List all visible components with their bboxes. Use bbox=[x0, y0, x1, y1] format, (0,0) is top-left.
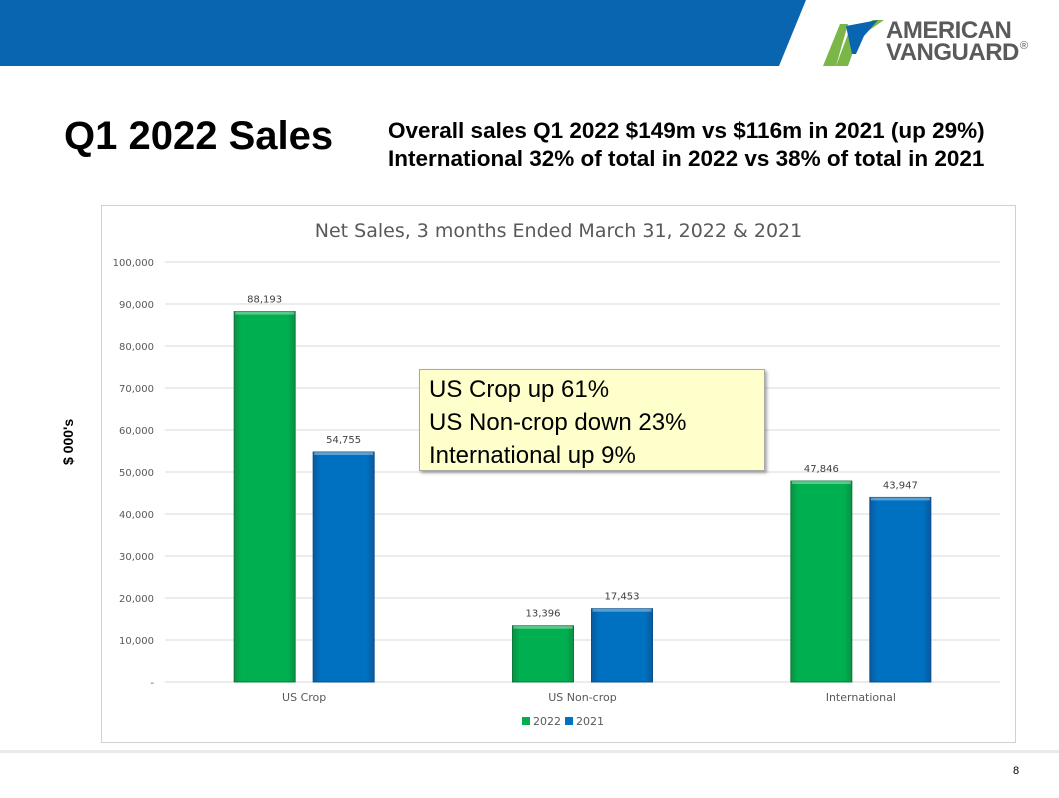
data-label: 13,396 bbox=[526, 609, 561, 620]
y-tick-label: 20,000 bbox=[119, 594, 154, 605]
bar-bevel bbox=[592, 608, 652, 612]
bar-2021-2 bbox=[869, 496, 932, 683]
bar-bevel bbox=[791, 481, 851, 485]
bar-2022-1 bbox=[512, 625, 574, 683]
american-vanguard-logo bbox=[823, 20, 884, 66]
callout-line-us-crop: US Crop up 61% bbox=[429, 376, 610, 403]
legend-label-2021: 2021 bbox=[576, 715, 604, 728]
bar-2022-0 bbox=[233, 311, 296, 683]
y-tick-label: 100,000 bbox=[113, 258, 154, 269]
y-tick-label: - bbox=[150, 678, 154, 689]
legend-swatch-2021 bbox=[565, 717, 573, 725]
page-title: Q1 2022 Sales bbox=[64, 114, 334, 158]
data-label: 43,947 bbox=[883, 480, 918, 491]
legend-swatch-2022 bbox=[522, 717, 530, 725]
logo-wordmark: AMERICAN VANGUARD bbox=[886, 17, 1019, 66]
callout-line-us-non-crop: US Non-crop down 23% bbox=[429, 409, 687, 436]
callout-line-international: International up 9% bbox=[429, 442, 636, 469]
data-label: 17,453 bbox=[605, 592, 640, 603]
bar-bevel bbox=[235, 311, 295, 315]
bar-bevel bbox=[513, 625, 573, 629]
data-label: 54,755 bbox=[326, 435, 361, 446]
chart-title: Net Sales, 3 months Ended March 31, 2022… bbox=[314, 220, 803, 242]
bar-2022-2 bbox=[790, 480, 853, 683]
logo-line-american: AMERICAN bbox=[886, 17, 1012, 44]
y-tick-label: 60,000 bbox=[119, 426, 154, 437]
header-banner bbox=[0, 0, 806, 66]
y-axis-title: $ 000's bbox=[60, 418, 76, 465]
legend-label-2022: 2022 bbox=[533, 715, 561, 728]
x-tick-label: US Non-crop bbox=[548, 691, 616, 704]
data-label: 88,193 bbox=[247, 295, 282, 306]
y-tick-label: 10,000 bbox=[119, 636, 154, 647]
callout-box: US Crop up 61% US Non-crop down 23% Inte… bbox=[419, 369, 765, 471]
subtitle-international-share: International 32% of total in 2022 vs 38… bbox=[388, 146, 985, 171]
bar-bevel bbox=[870, 497, 930, 501]
y-tick-label: 90,000 bbox=[119, 300, 154, 311]
bar-2021-1 bbox=[591, 608, 653, 683]
registered-mark: ® bbox=[1020, 40, 1029, 52]
footer-divider bbox=[0, 750, 1059, 753]
bar-2021-0 bbox=[312, 451, 375, 683]
x-tick-label: US Crop bbox=[282, 691, 326, 704]
page-number: 8 bbox=[1013, 765, 1020, 777]
y-tick-label: 80,000 bbox=[119, 342, 154, 353]
y-tick-label: 40,000 bbox=[119, 510, 154, 521]
subtitle-overall-sales: Overall sales Q1 2022 $149m vs $116m in … bbox=[388, 118, 985, 143]
y-tick-label: 50,000 bbox=[119, 468, 154, 479]
bar-bevel bbox=[314, 452, 374, 456]
logo-line-vanguard: VANGUARD bbox=[886, 39, 1019, 66]
data-label: 47,846 bbox=[804, 464, 839, 475]
y-tick-label: 30,000 bbox=[119, 552, 154, 563]
x-tick-label: International bbox=[826, 691, 896, 704]
y-tick-label: 70,000 bbox=[119, 384, 154, 395]
